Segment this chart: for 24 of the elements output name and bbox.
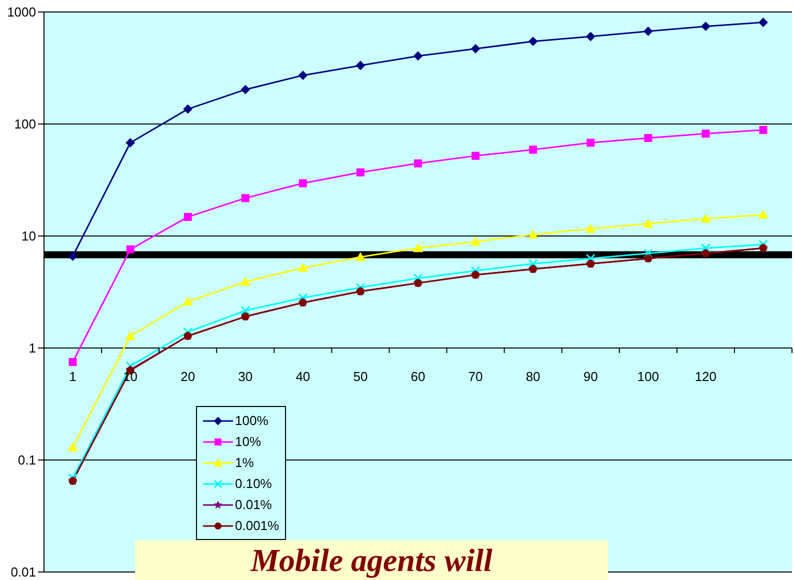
x-tick-label: 100 xyxy=(637,369,660,384)
legend-label: 1% xyxy=(235,455,254,470)
legend-label: 0.001% xyxy=(235,518,280,533)
legend-label: 10% xyxy=(235,434,262,449)
callout-box: Mobile agents will xyxy=(135,540,608,580)
x-tick-label: 70 xyxy=(468,369,483,384)
y-tick-label: 0.01 xyxy=(10,564,36,580)
legend-label: 100% xyxy=(235,413,268,428)
y-tick-label: 0.1 xyxy=(18,452,36,468)
x-tick-label: 80 xyxy=(526,369,540,384)
x-tick-label: 50 xyxy=(353,369,368,384)
y-tick-label: 100 xyxy=(14,116,36,132)
legend-label: 0.01% xyxy=(235,497,272,512)
x-tick-label: 60 xyxy=(410,369,426,384)
x-tick-label: 90 xyxy=(583,369,598,384)
legend-label: 0.10% xyxy=(235,476,272,491)
x-tick-label: 40 xyxy=(296,369,310,384)
y-tick-label: 1000 xyxy=(7,4,36,20)
x-tick-label: 1 xyxy=(69,369,76,384)
x-tick-label: 120 xyxy=(694,369,717,384)
x-tick-label: 20 xyxy=(180,369,196,384)
x-tick-label: 30 xyxy=(238,369,253,384)
y-tick-label: 10 xyxy=(22,228,36,244)
y-tick-label: 1 xyxy=(28,340,36,356)
